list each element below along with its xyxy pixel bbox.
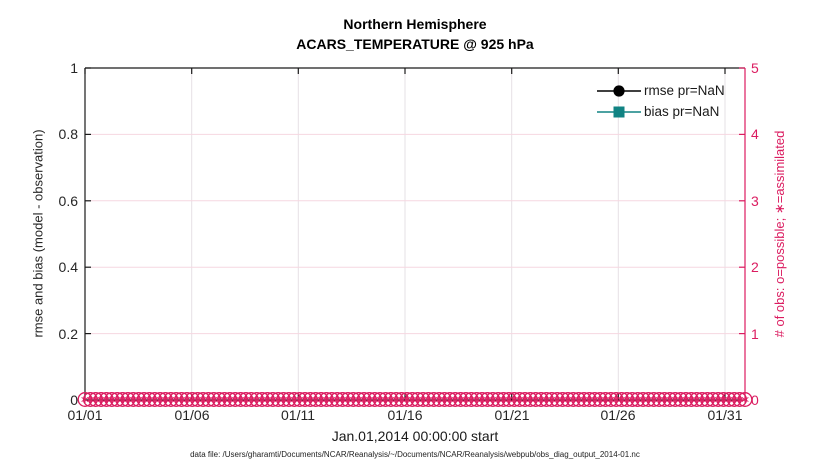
chart-title: Northern Hemisphere ACARS_TEMPERATURE @ …: [85, 14, 745, 54]
legend-row-bias: bias pr=NaN: [596, 101, 725, 122]
axis-ticks-pink: [739, 67, 745, 401]
legend: rmse pr=NaN bias pr=NaN: [596, 80, 725, 122]
left-ytick: 0.8: [58, 126, 78, 142]
xtick-label: 01/11: [281, 407, 315, 423]
legend-label-rmse: rmse pr=NaN: [644, 83, 725, 98]
right-axis-label: # of obs: o=possible; ∗=assimilated: [772, 130, 787, 338]
xtick-label: 01/31: [707, 407, 743, 423]
right-ytick: 3: [751, 193, 759, 209]
legend-row-rmse: rmse pr=NaN: [596, 80, 725, 101]
x-axis-label: Jan.01,2014 00:00:00 start: [331, 428, 499, 444]
right-ytick: 5: [751, 60, 759, 76]
vertical-gridlines: [191, 68, 726, 400]
xtick-label: 01/26: [600, 407, 636, 423]
left-ytick: 0.6: [58, 193, 78, 209]
left-ytick: 1: [70, 60, 78, 76]
left-ytick: 0.4: [58, 259, 78, 275]
rmse-line-circle-marker-icon: [597, 84, 641, 97]
horizontal-gridlines: [85, 133, 745, 335]
bias-line-square-marker-icon: [597, 106, 641, 117]
right-ytick: 0: [751, 392, 759, 408]
datafile-caption: data file: /Users/gharamti/Documents/NCA…: [190, 450, 640, 459]
left-ytick: 0: [70, 392, 78, 408]
xtick-label: 01/01: [67, 407, 103, 423]
legend-label-bias: bias pr=NaN: [644, 104, 720, 119]
xtick-label: 01/16: [387, 407, 423, 423]
xtick-label: 01/06: [174, 407, 210, 423]
right-ytick: 4: [751, 126, 759, 142]
axis-box: [84, 67, 746, 401]
title-variable-level: ACARS_TEMPERATURE @ 925 hPa: [296, 36, 534, 52]
xtick-label: 01/21: [494, 407, 530, 423]
left-axis-label: rmse and bias (model - observation): [30, 129, 46, 338]
obs-count-marker-band: [77, 392, 753, 407]
left-ytick: 0.2: [58, 326, 78, 342]
right-ytick: 2: [751, 259, 759, 275]
title-region: Northern Hemisphere: [343, 16, 487, 32]
right-ytick: 1: [751, 326, 759, 342]
